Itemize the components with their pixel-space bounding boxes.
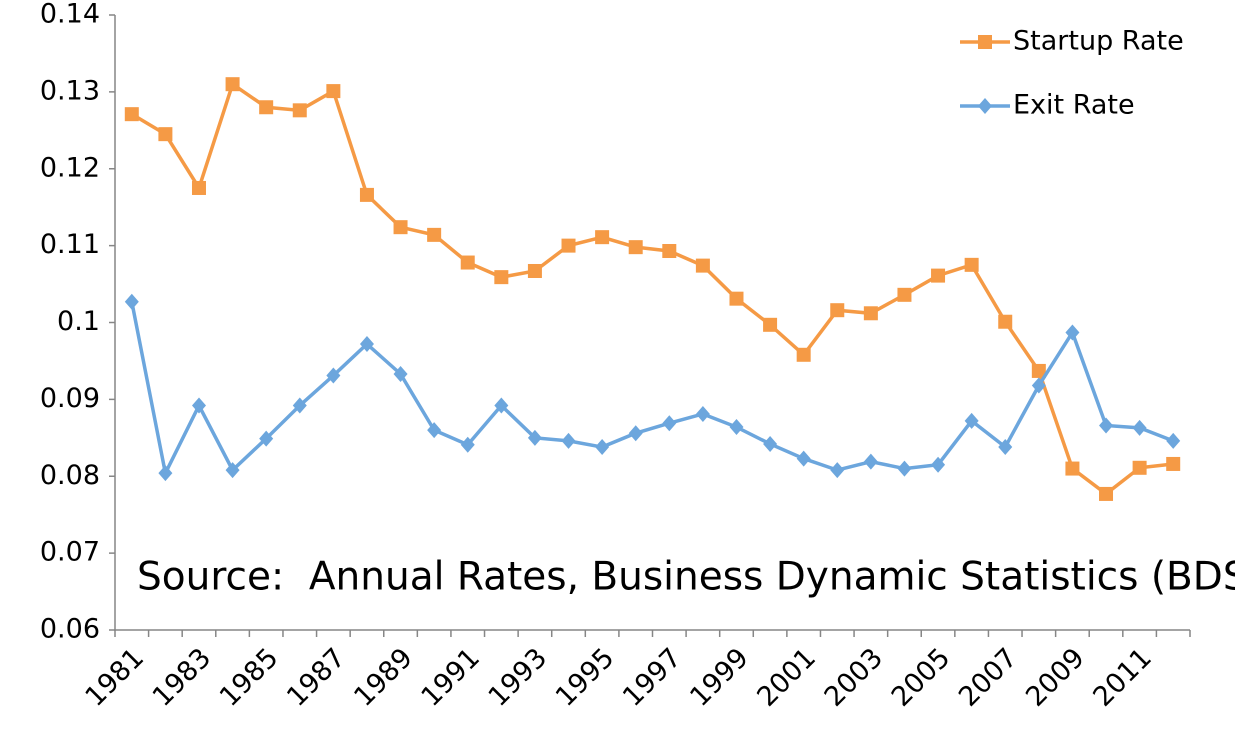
series-line [130, 81, 1174, 497]
data-point [1166, 456, 1181, 471]
data-point [729, 419, 744, 436]
data-point [998, 314, 1013, 329]
data-point [494, 397, 509, 414]
data-point [259, 430, 274, 447]
data-point [1065, 461, 1080, 476]
data-point [830, 303, 845, 318]
data-point [964, 412, 979, 429]
data-point [527, 429, 542, 446]
y-tick-label: 0.1 [57, 306, 100, 337]
data-point [695, 258, 710, 273]
y-tick-label: 0.08 [40, 460, 100, 491]
data-point [292, 103, 307, 118]
data-point [124, 107, 139, 122]
data-point [729, 291, 744, 306]
data-point [1132, 419, 1147, 436]
x-tick-label: 1981 [80, 642, 151, 713]
y-tick-label: 0.11 [40, 229, 100, 260]
data-point [695, 405, 710, 422]
legend-label: Exit Rate [1013, 90, 1135, 121]
data-point [628, 240, 643, 255]
data-point [427, 227, 442, 242]
data-point [158, 127, 173, 142]
data-point [460, 436, 475, 453]
x-tick-label: 1983 [147, 642, 218, 713]
data-point [225, 77, 240, 92]
data-point [796, 347, 811, 362]
y-tick-label: 0.14 [40, 0, 100, 30]
data-point [292, 397, 307, 414]
series-line [130, 301, 1174, 479]
data-point [326, 84, 341, 99]
data-point [897, 460, 912, 477]
data-point [796, 450, 811, 467]
y-tick-label: 0.13 [40, 75, 100, 106]
data-point [191, 180, 206, 195]
x-tick-label: 1999 [684, 642, 755, 713]
legend-marker [978, 98, 992, 114]
data-point [998, 439, 1013, 456]
x-tick-label: 2007 [953, 642, 1024, 713]
x-tick-label: 1985 [214, 642, 285, 713]
data-point [830, 462, 845, 479]
data-point [897, 287, 912, 302]
data-point [964, 257, 979, 272]
data-point [393, 220, 408, 235]
y-tick-label: 0.09 [40, 383, 100, 414]
data-point [460, 255, 475, 270]
legend-marker [978, 35, 992, 49]
x-tick-label: 1989 [348, 642, 419, 713]
data-point [1099, 486, 1114, 501]
x-tick-label: 2009 [1020, 642, 1091, 713]
data-point [863, 306, 878, 321]
data-point [662, 244, 677, 259]
data-point [1031, 377, 1046, 394]
data-point [863, 453, 878, 470]
x-tick-label: 2011 [1087, 642, 1158, 713]
x-tick-label: 1991 [415, 642, 486, 713]
data-point [259, 100, 274, 115]
data-point [1099, 417, 1114, 434]
x-tick-label: 2003 [819, 642, 890, 713]
legend-label: Startup Rate [1013, 26, 1184, 57]
data-point [191, 397, 206, 414]
data-point [763, 317, 778, 332]
data-point [561, 238, 576, 253]
data-point [595, 439, 610, 456]
data-point [494, 270, 509, 285]
x-tick-label: 2005 [886, 642, 957, 713]
x-tick-label: 1987 [281, 642, 352, 713]
data-point [326, 367, 341, 384]
y-tick-label: 0.12 [40, 152, 100, 183]
x-tick-label: 1997 [617, 642, 688, 713]
y-tick-label: 0.07 [40, 537, 100, 568]
x-tick-label: 1993 [483, 642, 554, 713]
data-point [1132, 460, 1147, 475]
data-point [225, 462, 240, 479]
data-point [359, 336, 374, 353]
data-point [662, 415, 677, 432]
data-point [527, 263, 542, 278]
data-point [628, 425, 643, 442]
x-tick-label: 1995 [550, 642, 621, 713]
data-point [427, 422, 442, 439]
data-point [561, 432, 576, 449]
data-point [931, 268, 946, 283]
y-tick-label: 0.06 [40, 614, 100, 645]
data-point [393, 366, 408, 383]
x-tick-label: 2001 [751, 642, 822, 713]
annotation: Source: Annual Rates, Business Dynamic S… [137, 555, 1235, 600]
data-point [1065, 324, 1080, 341]
data-point [1166, 432, 1181, 449]
data-point [763, 435, 778, 452]
data-point [158, 465, 173, 482]
data-point [124, 293, 139, 310]
data-point [931, 456, 946, 473]
data-point [595, 230, 610, 245]
data-point [1031, 363, 1046, 378]
data-point [359, 187, 374, 202]
